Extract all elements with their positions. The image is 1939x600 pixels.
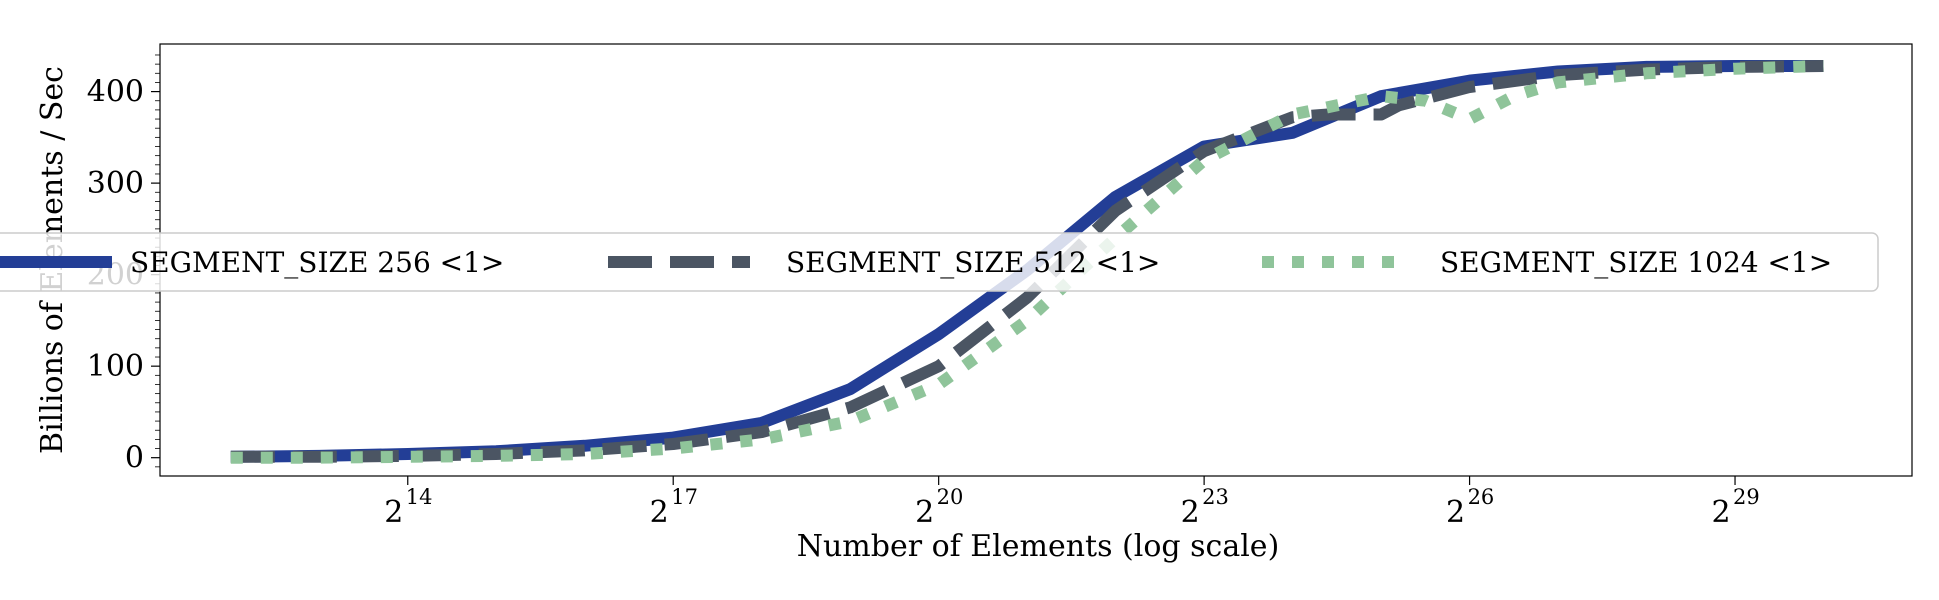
x-tick-exponent: 20	[937, 485, 964, 509]
y-tick-label: 0	[125, 441, 144, 476]
x-tick-label: 2	[650, 495, 669, 530]
legend-box	[0, 232, 1879, 292]
x-tick-label: 2	[1711, 495, 1730, 530]
y-tick-label: 400	[87, 75, 144, 110]
x-tick-label: 2	[384, 495, 403, 530]
y-tick-label: 300	[87, 166, 144, 201]
x-tick-exponent: 17	[671, 485, 698, 509]
legend-label-2: SEGMENT_SIZE 512 <1>	[786, 246, 1160, 279]
x-tick-exponent: 23	[1202, 485, 1229, 509]
x-tick-exponent: 26	[1468, 485, 1495, 509]
legend-label-1: SEGMENT_SIZE 256 <1>	[130, 246, 504, 279]
x-tick-label: 2	[1446, 495, 1465, 530]
legend: SEGMENT_SIZE 256 <1> SEGMENT_SIZE 512 <1>…	[0, 232, 1879, 292]
x-tick-label: 2	[915, 495, 934, 530]
y-tick-label: 100	[87, 349, 144, 384]
x-axis: 2 14 2 17 2 20 2 23 2 26 2 29	[384, 476, 1760, 530]
legend-label-3: SEGMENT_SIZE 1024 <1>	[1440, 246, 1832, 279]
x-tick-exponent: 29	[1733, 485, 1760, 509]
series-line-2	[230, 60, 1824, 463]
x-tick-label: 2	[1181, 495, 1200, 530]
x-tick-exponent: 14	[406, 485, 433, 509]
x-axis-label: Number of Elements (log scale)	[797, 529, 1280, 564]
